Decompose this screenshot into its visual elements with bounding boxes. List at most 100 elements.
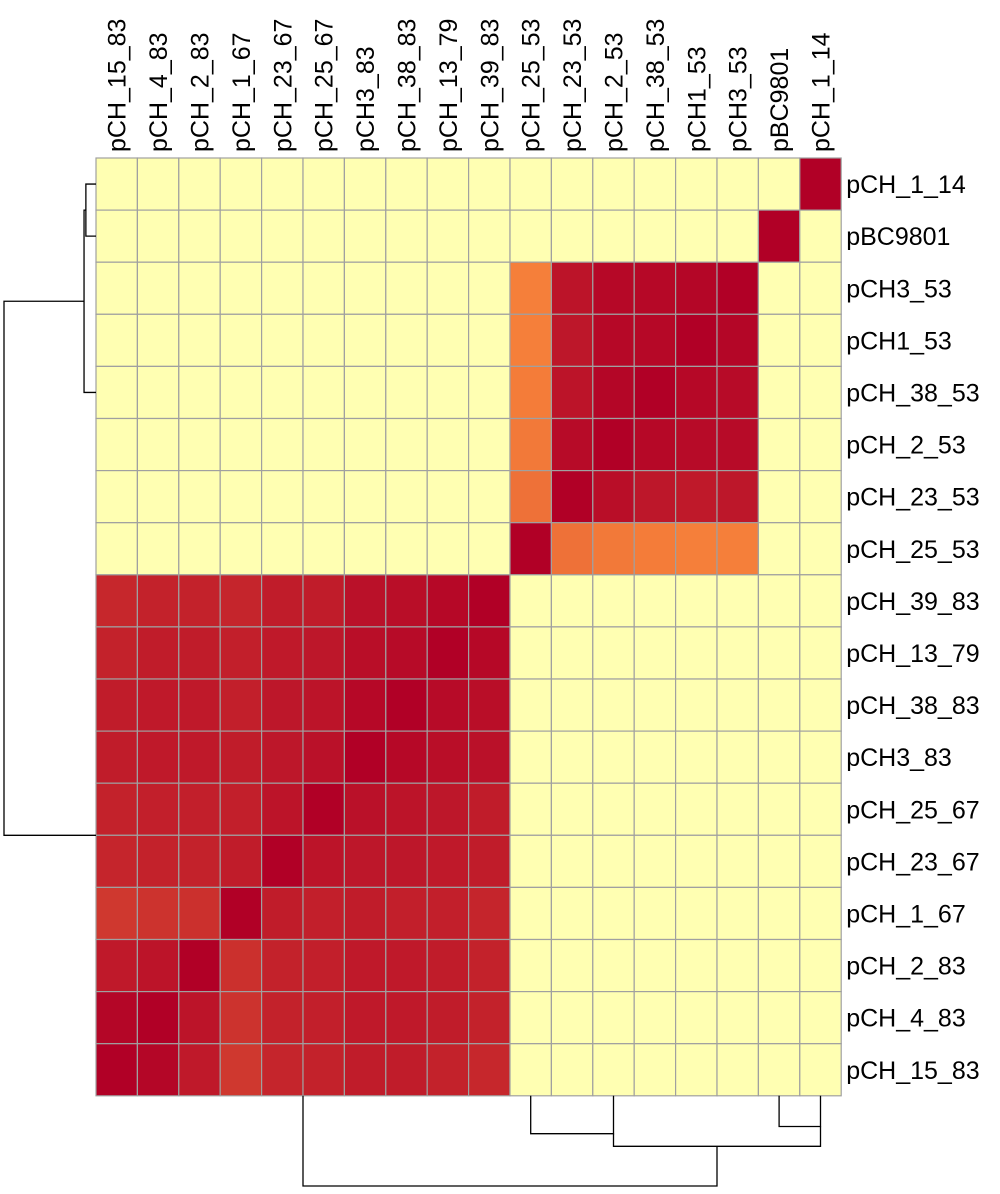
heatmap-cell: [178, 261, 221, 315]
heatmap-cell: [343, 730, 387, 784]
row-label: pCH3_83: [846, 744, 952, 772]
heatmap-cell: [261, 886, 304, 941]
heatmap-cell: [95, 313, 139, 367]
heatmap-cell: [261, 209, 304, 263]
heatmap-cell: [261, 938, 304, 993]
heatmap-cell: [757, 678, 801, 732]
heatmap-cell: [136, 938, 180, 993]
heatmap-cell: [799, 522, 842, 576]
heatmap-cell: [219, 834, 263, 888]
heatmap-cell: [716, 313, 760, 367]
heatmap-cell: [633, 261, 677, 315]
row-label: pCH_39_83: [846, 588, 979, 616]
heatmap-cell: [178, 365, 221, 420]
heatmap-cell: [302, 886, 346, 941]
heatmap-cell: [674, 730, 718, 784]
heatmap-cell: [219, 313, 263, 367]
heatmap-cell: [426, 626, 470, 680]
heatmap-cell: [757, 938, 801, 993]
heatmap-cell: [219, 1043, 263, 1097]
heatmap-cell: [592, 938, 635, 993]
heatmap-cell: [261, 678, 304, 732]
heatmap-cell: [426, 886, 470, 941]
heatmap-cell: [343, 626, 387, 680]
heatmap-cell: [592, 1043, 635, 1097]
heatmap-cell: [757, 626, 801, 680]
heatmap-cell: [799, 417, 842, 472]
column-label: pCH_25_67: [311, 19, 339, 152]
heatmap-cell: [674, 209, 718, 263]
heatmap-cell: [426, 678, 470, 732]
heatmap-cell: [716, 574, 760, 628]
heatmap-cell: [426, 574, 470, 628]
heatmap-cell: [799, 365, 842, 420]
heatmap-cell: [343, 1043, 387, 1097]
heatmap-cell: [716, 678, 760, 732]
heatmap-cell: [385, 782, 428, 836]
heatmap-cell: [674, 1043, 718, 1097]
heatmap-cell: [95, 417, 139, 472]
heatmap-cell: [799, 470, 842, 524]
heatmap-cell: [716, 470, 760, 524]
column-label: pCH_23_53: [559, 19, 587, 152]
heatmap-cell: [136, 470, 180, 524]
heatmap-cell: [799, 782, 842, 836]
heatmap-cell: [426, 365, 470, 420]
heatmap-cell: [592, 626, 635, 680]
heatmap-cell: [219, 938, 263, 993]
row-label: pCH_1_67: [846, 900, 966, 928]
heatmap-cell: [219, 678, 263, 732]
heatmap-cell: [95, 938, 139, 993]
heatmap-cell: [219, 157, 263, 211]
heatmap-cell: [136, 886, 180, 941]
heatmap-cell: [509, 574, 553, 628]
heatmap-cell: [468, 834, 511, 888]
dendrogram-branch: [85, 183, 96, 237]
heatmap-cell: [343, 678, 387, 732]
heatmap-cell: [385, 470, 428, 524]
heatmap-cell: [716, 522, 760, 576]
heatmap-cell: [343, 365, 387, 420]
dendrogram-branch: [302, 1095, 718, 1187]
heatmap-cell: [509, 522, 553, 576]
heatmap-cell: [757, 209, 801, 263]
heatmap-cell: [468, 157, 511, 211]
heatmap-cell: [633, 834, 677, 888]
heatmap-cell: [509, 782, 553, 836]
heatmap-cell: [509, 678, 553, 732]
heatmap-cell: [674, 834, 718, 888]
heatmap-cell: [674, 678, 718, 732]
heatmap-cell: [261, 417, 304, 472]
dendrogram-branch: [83, 209, 96, 394]
heatmap-cell: [178, 209, 221, 263]
column-label: pBC9801: [766, 48, 794, 152]
heatmap-cell: [178, 470, 221, 524]
heatmap-cell: [509, 157, 553, 211]
dendrogram-branch: [612, 1126, 822, 1147]
heatmap-cell: [550, 574, 594, 628]
heatmap-cell: [592, 209, 635, 263]
heatmap-cell: [716, 261, 760, 315]
heatmap-cell: [95, 990, 139, 1045]
heatmap-cell: [550, 938, 594, 993]
heatmap-cell: [426, 834, 470, 888]
heatmap-cell: [592, 313, 635, 367]
heatmap-cell: [509, 626, 553, 680]
heatmap-cell: [261, 522, 304, 576]
heatmap-cell: [219, 782, 263, 836]
column-label: pCH_38_53: [642, 19, 670, 152]
heatmap-cell: [674, 365, 718, 420]
heatmap-cell: [302, 782, 346, 836]
heatmap-cell: [302, 313, 346, 367]
heatmap-cell: [550, 886, 594, 941]
heatmap-cell: [757, 470, 801, 524]
heatmap-cell: [95, 261, 139, 315]
heatmap-cell: [674, 990, 718, 1045]
heatmap-cell: [509, 261, 553, 315]
heatmap-cell: [385, 834, 428, 888]
heatmap-cell: [550, 417, 594, 472]
heatmap-cell: [136, 313, 180, 367]
heatmap-cell: [261, 834, 304, 888]
heatmap-cell: [633, 938, 677, 993]
heatmap-cell: [799, 834, 842, 888]
